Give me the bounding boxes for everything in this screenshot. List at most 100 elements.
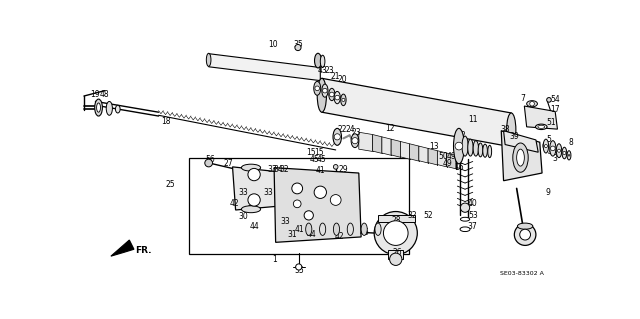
Text: 6: 6 bbox=[541, 142, 546, 151]
Circle shape bbox=[296, 264, 302, 270]
Ellipse shape bbox=[375, 223, 381, 235]
Ellipse shape bbox=[206, 53, 211, 66]
Circle shape bbox=[342, 98, 345, 101]
Ellipse shape bbox=[306, 223, 312, 235]
Ellipse shape bbox=[507, 113, 516, 147]
Text: 35: 35 bbox=[294, 40, 303, 49]
Text: 36: 36 bbox=[464, 142, 474, 151]
Text: 31: 31 bbox=[288, 230, 298, 239]
Ellipse shape bbox=[516, 149, 524, 166]
Circle shape bbox=[330, 195, 341, 205]
Text: 26: 26 bbox=[392, 248, 402, 257]
Ellipse shape bbox=[556, 144, 562, 158]
Text: 44: 44 bbox=[250, 222, 260, 231]
Polygon shape bbox=[372, 135, 382, 153]
Ellipse shape bbox=[460, 227, 470, 232]
Text: 9: 9 bbox=[545, 188, 550, 197]
Text: 41: 41 bbox=[316, 166, 325, 175]
Circle shape bbox=[293, 200, 301, 208]
Circle shape bbox=[455, 142, 463, 150]
Ellipse shape bbox=[454, 128, 464, 164]
Text: 45: 45 bbox=[309, 155, 319, 164]
Ellipse shape bbox=[320, 55, 325, 68]
Ellipse shape bbox=[483, 144, 488, 157]
Text: 32: 32 bbox=[408, 211, 417, 220]
Text: 28: 28 bbox=[391, 216, 401, 225]
Text: 7: 7 bbox=[520, 94, 525, 103]
Ellipse shape bbox=[241, 164, 260, 171]
Circle shape bbox=[292, 183, 303, 194]
Polygon shape bbox=[419, 146, 428, 163]
Text: 23: 23 bbox=[351, 129, 362, 137]
Ellipse shape bbox=[550, 141, 556, 156]
Bar bbox=[378, 215, 415, 221]
Polygon shape bbox=[410, 144, 419, 161]
Ellipse shape bbox=[478, 143, 483, 157]
Circle shape bbox=[323, 88, 327, 93]
Ellipse shape bbox=[106, 101, 113, 115]
Text: 48: 48 bbox=[100, 90, 109, 99]
Ellipse shape bbox=[527, 101, 538, 107]
Text: 37: 37 bbox=[468, 222, 477, 231]
Ellipse shape bbox=[468, 139, 473, 156]
Ellipse shape bbox=[348, 223, 353, 235]
Text: 4: 4 bbox=[547, 148, 552, 157]
Text: 40: 40 bbox=[468, 199, 477, 208]
Ellipse shape bbox=[317, 78, 326, 112]
Text: 39: 39 bbox=[509, 132, 519, 141]
Polygon shape bbox=[209, 54, 320, 81]
Text: 5: 5 bbox=[547, 136, 552, 145]
Text: 1: 1 bbox=[272, 255, 276, 264]
Text: 3: 3 bbox=[553, 154, 557, 163]
Ellipse shape bbox=[314, 53, 321, 68]
Polygon shape bbox=[447, 153, 456, 169]
Text: 55: 55 bbox=[294, 266, 303, 275]
Ellipse shape bbox=[322, 84, 328, 97]
Text: 44: 44 bbox=[306, 230, 316, 239]
Text: 49: 49 bbox=[442, 159, 452, 168]
Ellipse shape bbox=[319, 223, 326, 235]
Text: 2: 2 bbox=[460, 131, 465, 140]
Text: 22: 22 bbox=[338, 125, 348, 134]
Text: 29: 29 bbox=[339, 165, 348, 174]
Text: SE03-83302 A: SE03-83302 A bbox=[500, 271, 544, 276]
Circle shape bbox=[568, 154, 570, 156]
Ellipse shape bbox=[488, 145, 492, 158]
Ellipse shape bbox=[333, 128, 342, 145]
Text: 20: 20 bbox=[337, 75, 347, 84]
Text: 19: 19 bbox=[90, 90, 99, 99]
Text: 33: 33 bbox=[264, 188, 273, 197]
Circle shape bbox=[314, 186, 326, 198]
Text: 23: 23 bbox=[324, 66, 334, 75]
Text: FR.: FR. bbox=[135, 246, 152, 255]
Polygon shape bbox=[437, 151, 447, 167]
Ellipse shape bbox=[333, 223, 340, 235]
Polygon shape bbox=[111, 240, 134, 256]
Text: 52: 52 bbox=[423, 211, 433, 220]
Text: 33: 33 bbox=[239, 188, 248, 197]
Polygon shape bbox=[382, 137, 391, 155]
Circle shape bbox=[335, 95, 340, 100]
Polygon shape bbox=[428, 148, 437, 165]
Circle shape bbox=[374, 211, 417, 255]
Text: 34: 34 bbox=[248, 199, 257, 208]
Text: 45: 45 bbox=[317, 155, 326, 164]
Ellipse shape bbox=[314, 81, 321, 95]
Text: 33: 33 bbox=[281, 217, 291, 226]
Text: 47: 47 bbox=[471, 144, 481, 153]
Text: 50: 50 bbox=[438, 152, 449, 160]
Ellipse shape bbox=[562, 147, 566, 159]
Ellipse shape bbox=[517, 223, 533, 229]
Text: 42: 42 bbox=[229, 199, 239, 208]
Circle shape bbox=[304, 211, 314, 220]
Circle shape bbox=[530, 101, 534, 106]
Text: 24: 24 bbox=[346, 125, 355, 134]
Circle shape bbox=[352, 137, 358, 144]
Text: 13: 13 bbox=[429, 142, 439, 151]
Text: 11: 11 bbox=[468, 115, 477, 124]
Ellipse shape bbox=[329, 88, 335, 101]
Ellipse shape bbox=[536, 124, 547, 130]
Text: 18: 18 bbox=[161, 117, 171, 126]
Polygon shape bbox=[359, 132, 372, 152]
Text: 41: 41 bbox=[294, 225, 305, 234]
